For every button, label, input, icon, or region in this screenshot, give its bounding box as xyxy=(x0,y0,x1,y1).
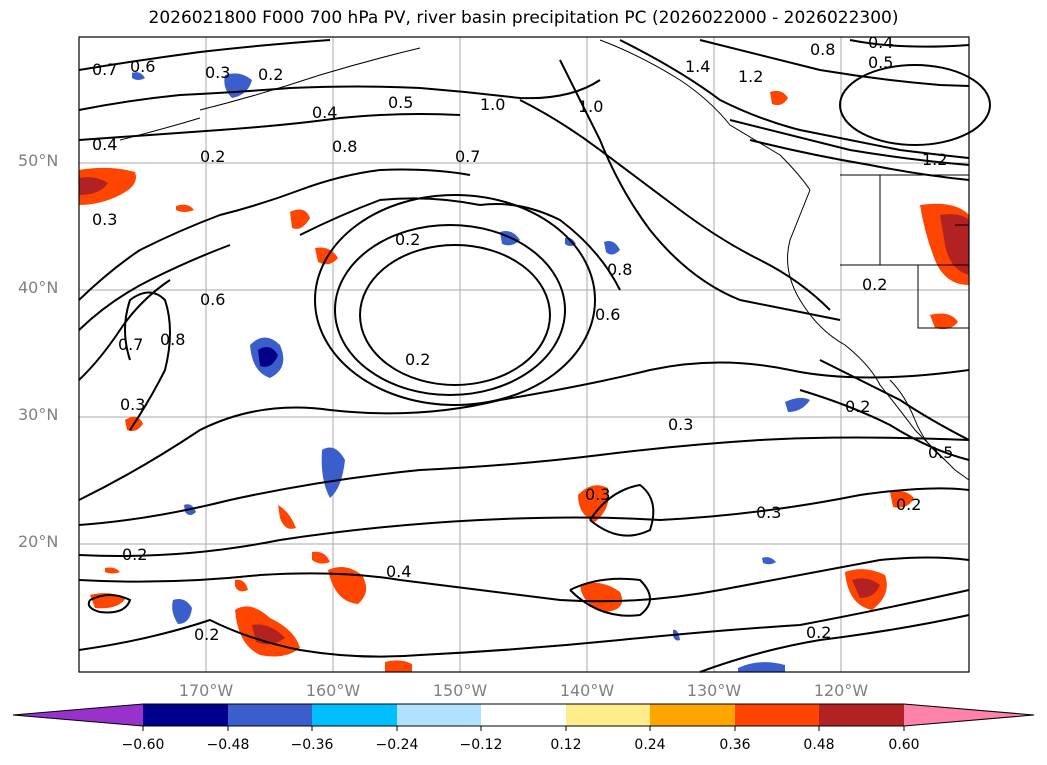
graticule xyxy=(79,37,969,672)
colorbar-tick-label: 0.48 xyxy=(803,737,835,753)
contour-label: 0.5 xyxy=(388,93,413,112)
contour-label: 0.2 xyxy=(395,230,420,249)
colorbar-tick-label: −0.48 xyxy=(206,737,250,753)
colorbar-segment xyxy=(228,704,312,726)
colorbar-tick-label: 0.24 xyxy=(634,737,666,753)
lon-label: 130°W xyxy=(686,681,742,700)
colorbar-segment xyxy=(481,704,566,726)
colorbar xyxy=(12,703,1035,731)
contour-label: 0.3 xyxy=(205,63,230,82)
colorbar-tick-label: −0.60 xyxy=(121,737,165,753)
lat-label: 50°N xyxy=(18,151,59,170)
colorbar-segment xyxy=(143,704,228,726)
precip-negative-patches xyxy=(132,72,810,672)
contour-label: 0.8 xyxy=(160,330,185,349)
lon-label: 120°W xyxy=(813,681,869,700)
contour-label: 0.7 xyxy=(118,335,143,354)
precip-positive-patches xyxy=(79,90,969,672)
colorbar-segment xyxy=(819,704,904,726)
contour-label: 0.4 xyxy=(312,103,337,122)
contour-label: 0.6 xyxy=(595,305,620,324)
colorbar-tick-label: −0.36 xyxy=(290,737,334,753)
colorbar-tick-label: −0.24 xyxy=(375,737,419,753)
contour-label: 1.0 xyxy=(480,95,505,114)
lon-label: 150°W xyxy=(432,681,488,700)
contour-label-layer: 0.7 0.6 0.3 0.2 0.5 0.4 0.8 1.0 1.4 1.2 … xyxy=(92,33,953,644)
lon-label: 140°W xyxy=(559,681,615,700)
coastlines xyxy=(119,39,970,481)
contour-label: 1.0 xyxy=(578,97,603,116)
colorbar-segment xyxy=(397,704,481,726)
contour-label: 0.8 xyxy=(332,137,357,156)
contour-label: 0.2 xyxy=(862,275,887,294)
colorbar-tick-label: 0.12 xyxy=(550,737,582,753)
colorbar-segment xyxy=(312,704,397,726)
colorbar-extend-high xyxy=(904,704,1034,726)
lon-label: 170°W xyxy=(178,681,234,700)
lat-label: 40°N xyxy=(18,278,59,297)
lon-label: 160°W xyxy=(305,681,361,700)
contour-label: 0.3 xyxy=(92,210,117,229)
contour-label: 0.8 xyxy=(607,260,632,279)
colorbar-segment xyxy=(566,704,650,726)
map-frame xyxy=(78,36,970,673)
contour-label: 0.4 xyxy=(92,135,117,154)
contour-label: 0.4 xyxy=(386,562,411,581)
contour-label: 0.8 xyxy=(810,40,835,59)
contour-label: 0.3 xyxy=(585,485,610,504)
colorbar-segment xyxy=(650,704,735,726)
contour-label: 0.5 xyxy=(928,443,953,462)
contour-label: 1.2 xyxy=(738,67,763,86)
contour-label: 0.2 xyxy=(122,545,147,564)
contour-label: 0.6 xyxy=(200,290,225,309)
contour-label: 0.2 xyxy=(405,350,430,369)
lat-label: 20°N xyxy=(18,532,59,551)
contour-label: 0.3 xyxy=(668,415,693,434)
contour-label: 0.7 xyxy=(92,60,117,79)
pv-contours xyxy=(78,39,991,673)
contour-label: 0.2 xyxy=(258,65,283,84)
contour-label: 0.2 xyxy=(200,147,225,166)
contour-label: 0.4 xyxy=(868,33,893,52)
contour-label: 0.6 xyxy=(130,57,155,76)
colorbar-tick-label: −0.12 xyxy=(459,737,503,753)
contour-label: 0.5 xyxy=(868,53,893,72)
colorbar-tick-label: 0.36 xyxy=(719,737,751,753)
contour-label: 1.4 xyxy=(685,57,710,76)
lat-label: 30°N xyxy=(18,405,59,424)
contour-label: 0.2 xyxy=(806,623,831,642)
colorbar-segment xyxy=(735,704,819,726)
figure-title: 2026021800 F000 700 hPa PV, river basin … xyxy=(148,8,899,28)
contour-label: 0.3 xyxy=(120,395,145,414)
contour-label: 0.3 xyxy=(756,503,781,522)
colorbar-tick-label: 0.60 xyxy=(888,737,920,753)
contour-label: 0.7 xyxy=(455,147,480,166)
contour-label: 0.2 xyxy=(845,397,870,416)
contour-label: 1.2 xyxy=(922,150,947,169)
colorbar-extend-low xyxy=(13,704,143,726)
contour-label: 0.2 xyxy=(896,495,921,514)
contour-label: 0.2 xyxy=(194,625,219,644)
